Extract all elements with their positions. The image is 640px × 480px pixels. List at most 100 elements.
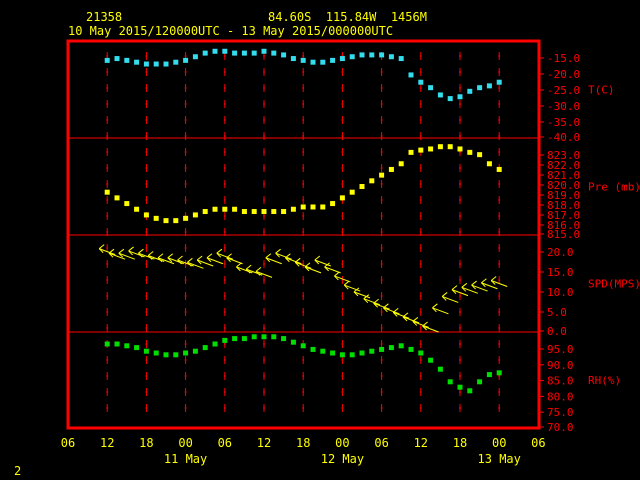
data-point <box>349 189 355 195</box>
data-point <box>281 336 287 342</box>
data-point <box>281 209 287 215</box>
data-point <box>310 204 316 210</box>
wind-arrow <box>98 244 116 256</box>
data-point <box>339 56 345 62</box>
wind-arrow <box>167 253 184 265</box>
data-point <box>437 366 443 372</box>
day-label: 12 May <box>321 452 364 466</box>
data-point <box>339 352 345 358</box>
data-point <box>173 352 179 358</box>
data-point <box>251 334 257 340</box>
y-tick-label: 817.0 <box>547 209 580 222</box>
data-point <box>183 350 189 356</box>
data-point <box>486 372 492 378</box>
data-point <box>447 96 453 102</box>
wind-arrow <box>314 255 331 267</box>
data-point <box>251 50 257 56</box>
data-point <box>349 352 355 358</box>
data-point <box>388 345 394 351</box>
y-tick-label: 90.0 <box>547 359 574 372</box>
wind-arrow <box>304 262 322 274</box>
wind-arrow <box>353 287 371 299</box>
x-tick-label: 06 <box>374 436 388 450</box>
y-tick-label: -20.0 <box>547 68 580 81</box>
data-point <box>290 339 296 345</box>
panel-label: RH(%) <box>588 374 621 387</box>
data-point <box>408 72 414 78</box>
x-tick-label: 06 <box>531 436 545 450</box>
data-point <box>173 218 179 224</box>
y-tick-label: 10.0 <box>547 286 574 299</box>
y-tick-label: 0.0 <box>547 325 567 338</box>
data-point <box>398 161 404 167</box>
data-point <box>124 201 130 207</box>
wind-arrow <box>118 248 135 260</box>
data-point <box>124 343 130 349</box>
wind-arrow <box>402 312 420 324</box>
data-point <box>408 149 414 155</box>
data-point <box>192 212 198 218</box>
data-point <box>153 350 159 356</box>
x-tick-label: 06 <box>218 436 232 450</box>
panel-pressure: 823.0822.0821.0820.0819.0818.0817.0816.0… <box>104 144 640 241</box>
data-point <box>241 50 247 56</box>
data-point <box>153 215 159 221</box>
data-point <box>271 50 277 56</box>
x-tick-label: 12 <box>257 436 271 450</box>
data-point <box>320 204 326 210</box>
data-point <box>251 209 257 215</box>
y-tick-label: 20.0 <box>547 246 574 259</box>
wind-arrow <box>206 253 224 265</box>
wind-arrow <box>157 253 175 265</box>
data-point <box>398 343 404 349</box>
data-point <box>134 206 140 212</box>
wind-arrow <box>294 257 312 269</box>
wind-arrow <box>432 303 449 315</box>
data-point <box>428 357 434 363</box>
x-tick-label: 00 <box>335 436 349 450</box>
station-location: 84.60S 115.84W 1456M <box>268 10 427 24</box>
wind-arrow <box>441 292 459 303</box>
day-label: 13 May <box>478 452 521 466</box>
x-tick-label: 18 <box>139 436 153 450</box>
wind-arrow <box>147 251 165 262</box>
y-tick-label: 823.0 <box>547 149 580 162</box>
wind-arrow <box>216 248 233 260</box>
data-point <box>486 161 492 167</box>
y-tick-label: 818.0 <box>547 199 580 212</box>
data-point <box>202 50 208 56</box>
data-point <box>173 59 179 65</box>
data-point <box>467 88 473 94</box>
data-point <box>261 334 267 340</box>
wind-arrow <box>255 267 273 278</box>
data-point <box>163 218 169 224</box>
data-point <box>330 350 336 356</box>
wind-arrow <box>285 253 302 265</box>
wind-arrow <box>392 307 410 319</box>
data-point <box>467 149 473 155</box>
data-point <box>192 54 198 60</box>
wind-arrow <box>481 278 498 290</box>
data-point <box>222 48 228 54</box>
data-point <box>271 209 277 215</box>
data-point <box>212 206 218 212</box>
data-point <box>104 341 110 347</box>
data-point <box>310 346 316 352</box>
data-point <box>388 166 394 172</box>
panel-temperature: -15.0 -20.0 -25.0 -30.0 -35.0 -40.0 T(C) <box>104 48 615 144</box>
data-point <box>359 184 365 189</box>
wind-arrow <box>383 303 400 315</box>
data-point <box>428 85 434 91</box>
y-tick-label: -15.0 <box>547 52 580 65</box>
data-point <box>496 79 502 85</box>
date-range: 10 May 2015/120000UTC - 13 May 2015/0000… <box>68 24 394 38</box>
data-point <box>134 59 140 65</box>
wind-arrow <box>226 253 243 265</box>
data-point <box>369 178 375 184</box>
wind-arrow <box>265 253 282 265</box>
data-point <box>408 346 414 352</box>
wind-arrow <box>187 257 204 269</box>
data-point <box>300 204 306 210</box>
data-point <box>496 166 502 172</box>
data-point <box>369 348 375 354</box>
